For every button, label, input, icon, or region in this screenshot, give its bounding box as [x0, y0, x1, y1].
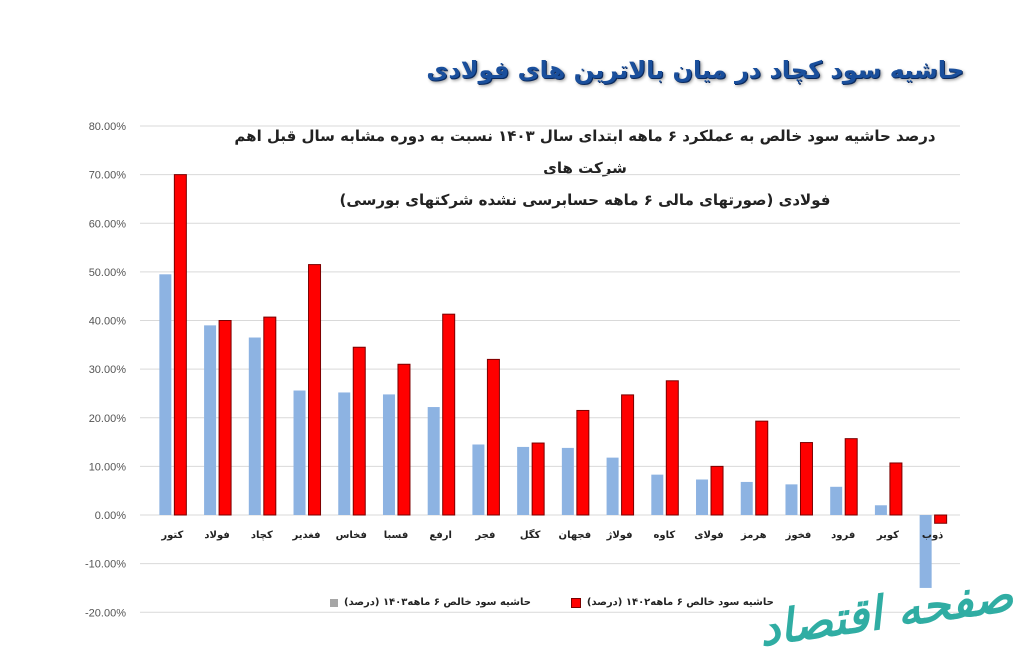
bar-1402 [755, 420, 769, 516]
legend-swatch-blue [330, 598, 338, 607]
y-axis-ticks: 80.00% 70.00% 60.00% 50.00% 40.00% 30.00% 20.0… [85, 121, 126, 619]
bar-1403 [696, 479, 709, 515]
chart-title-line-1: درصد حاشیه سود خالص به عملکرد ۶ ماهه ابت… [234, 127, 936, 177]
y-tick-label: 40.00% [89, 316, 127, 328]
y-tick-label: -20.00% [85, 607, 126, 619]
bar-1403 [919, 515, 932, 588]
bar-1402 [486, 358, 500, 516]
legend: حاشیه سود خالص ۶ ماهه۱۴۰۲ (درصد) حاشیه س… [330, 597, 774, 608]
bar-1402 [352, 346, 366, 516]
bar-1402 [397, 363, 411, 516]
y-tick-label: 10.00% [89, 461, 127, 473]
x-category-label: ارفع [429, 530, 452, 541]
x-category-label: فخاس [336, 530, 367, 541]
bar-1403 [785, 484, 798, 515]
x-category-label: فغدیر [292, 530, 321, 541]
bar-1403 [204, 325, 217, 515]
x-category-label: فولای [694, 530, 723, 541]
bar-1403 [740, 481, 753, 515]
bar-1402 [218, 320, 232, 516]
x-category-label: فخوز [785, 530, 812, 541]
bar-1402 [621, 394, 635, 516]
bar-1403 [561, 447, 574, 515]
bar-1402 [173, 174, 187, 516]
bar-1402 [799, 442, 813, 516]
x-category-label: کگل [520, 528, 541, 541]
bar-1402 [710, 465, 724, 516]
legend-swatch-red [570, 597, 581, 608]
bars [159, 174, 948, 588]
x-category-label: فجهان [559, 530, 592, 541]
x-category-label: هرمز [740, 530, 767, 541]
x-category-label: ذوب [922, 530, 943, 541]
y-tick-label: 20.00% [89, 413, 127, 425]
x-category-label: فولاژ [606, 530, 633, 541]
bar-1402 [263, 316, 277, 516]
bar-1402 [844, 438, 858, 516]
x-axis-categories: کتور فولاد کچاد فغدیر فخاس فسبا ارفع فجر کگل فجها… [160, 528, 943, 541]
bar-1403 [517, 446, 530, 515]
headline: حاشیه سود کچاد در میان بالاترین های فولا… [426, 56, 964, 84]
legend-item-1403: حاشیه سود خالص ۶ ماهه۱۴۰۳ (درصد) [330, 597, 531, 608]
bar-1403 [427, 407, 440, 515]
bar-1403 [293, 390, 306, 515]
gridlines [140, 125, 960, 613]
y-tick-label: 50.00% [89, 267, 127, 279]
bar-1402 [531, 442, 545, 516]
x-category-label: فجر [474, 530, 495, 541]
legend-label-1402: حاشیه سود خالص ۶ ماهه۱۴۰۲ (درصد) [586, 597, 774, 608]
y-tick-label: 70.00% [89, 170, 127, 182]
bar-1403 [651, 474, 664, 515]
bar-1403 [472, 444, 485, 515]
y-tick-label: 30.00% [89, 364, 127, 376]
x-category-label: کاوه [653, 530, 675, 541]
y-tick-label: 0.00% [95, 510, 126, 522]
chart-title: درصد حاشیه سود خالص به عملکرد ۶ ماهه ابت… [210, 120, 960, 216]
bar-1403 [606, 457, 619, 515]
bar-1402 [889, 462, 903, 516]
bar-1402 [442, 313, 456, 516]
bar-1403 [874, 505, 887, 515]
legend-label-1403: حاشیه سود خالص ۶ ماهه۱۴۰۳ (درصد) [344, 597, 531, 608]
bar-1402 [576, 409, 590, 516]
legend-item-1402: حاشیه سود خالص ۶ ماهه۱۴۰۲ (درصد) [570, 597, 774, 608]
bar-1402 [665, 380, 679, 516]
bar-1403 [338, 392, 351, 515]
bar-1403 [159, 274, 172, 515]
y-tick-label: 60.00% [89, 218, 127, 230]
x-category-label: فسبا [384, 530, 409, 541]
x-category-label: کچاد [251, 530, 273, 541]
x-category-label: کتور [160, 530, 183, 541]
bar-1403 [248, 337, 261, 515]
bar-1402 [308, 264, 322, 516]
bar-1403 [382, 394, 395, 515]
y-tick-label: -10.00% [85, 559, 126, 571]
bar-1403 [830, 486, 843, 515]
bar-1402 [934, 514, 948, 524]
y-tick-label: 80.00% [89, 121, 127, 133]
chart-title-line-2: فولادی (صورتهای مالی ۶ ماهه حسابرسی نشده… [339, 191, 831, 209]
x-category-label: کویر [876, 530, 899, 541]
x-category-label: فرود [831, 530, 855, 541]
x-category-label: فولاد [204, 530, 229, 541]
